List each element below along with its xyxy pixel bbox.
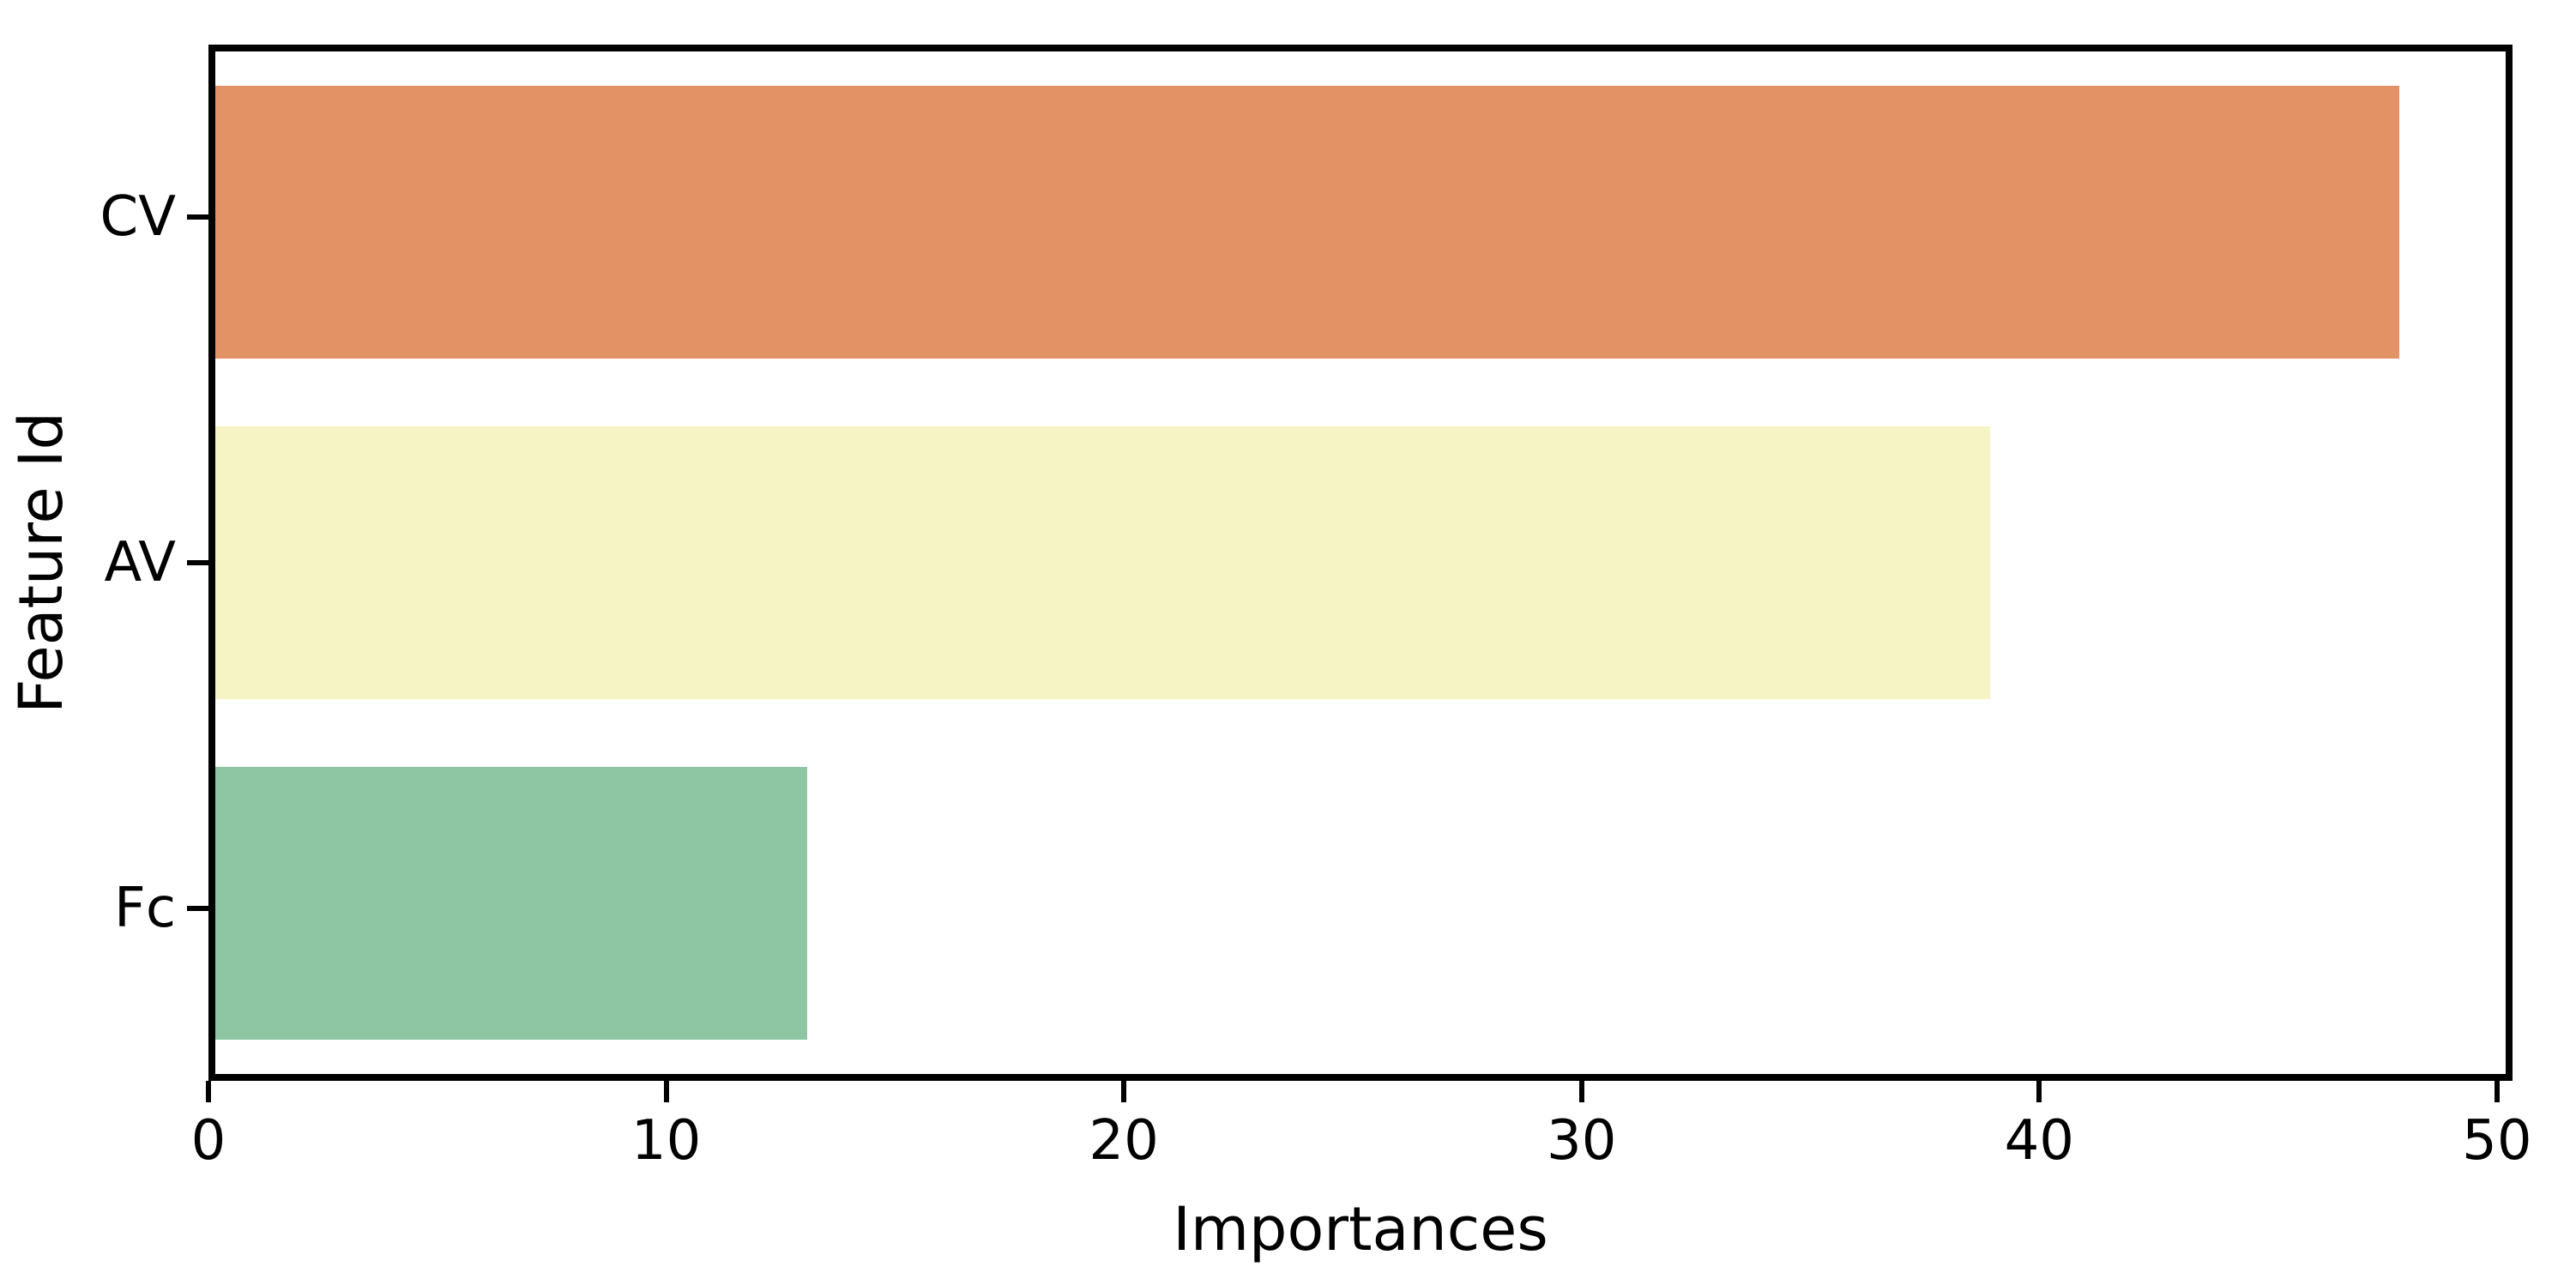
- y-tick-label-fc: Fc: [114, 876, 176, 940]
- bar-av: [215, 426, 1990, 699]
- x-tick-30: [1578, 1081, 1584, 1102]
- y-tick-av: [187, 560, 208, 565]
- plot-area: [208, 45, 2513, 1081]
- x-tick-label-50: 50: [2462, 1109, 2532, 1173]
- x-tick-10: [663, 1081, 669, 1102]
- bars-container: [215, 51, 2506, 1074]
- y-tick-fc: [187, 905, 208, 911]
- y-tick-label-cv: CV: [100, 185, 176, 250]
- x-tick-0: [206, 1081, 211, 1102]
- y-tick-cv: [187, 214, 208, 220]
- x-tick-label-20: 20: [1089, 1109, 1159, 1173]
- bar-cv: [215, 85, 2399, 359]
- x-tick-40: [2036, 1081, 2042, 1102]
- bar-fc: [215, 767, 807, 1041]
- x-tick-label-30: 30: [1546, 1109, 1617, 1173]
- x-tick-label-40: 40: [2004, 1109, 2074, 1173]
- x-axis-title: Importances: [1173, 1194, 1548, 1264]
- x-tick-20: [1121, 1081, 1127, 1102]
- x-tick-label-0: 0: [190, 1109, 226, 1173]
- x-tick-label-10: 10: [630, 1109, 702, 1173]
- y-tick-label-av: AV: [104, 531, 176, 594]
- x-tick-50: [2494, 1081, 2500, 1102]
